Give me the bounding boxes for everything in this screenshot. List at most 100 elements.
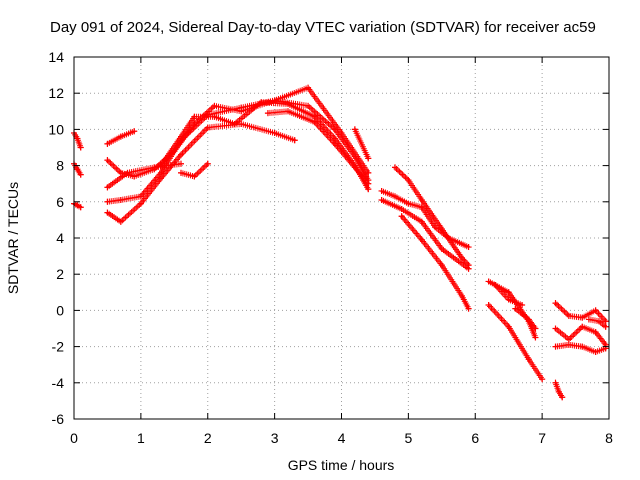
data-point	[305, 102, 312, 109]
series-sat-p	[398, 213, 472, 312]
x-tick-label: 4	[338, 430, 346, 446]
data-point	[438, 245, 445, 252]
data-point	[157, 175, 164, 182]
data-point	[398, 213, 405, 220]
data-point	[505, 296, 512, 303]
data-point	[555, 388, 562, 395]
data-point	[137, 200, 144, 207]
data-point	[438, 262, 445, 269]
data-point	[432, 224, 439, 231]
data-point	[579, 314, 586, 321]
data-point	[191, 173, 198, 180]
data-point	[592, 329, 599, 336]
data-point	[539, 376, 546, 383]
y-tick-label: -6	[52, 411, 65, 427]
x-tick-label: 1	[137, 430, 145, 446]
series-sat-o	[392, 164, 472, 269]
data-point	[602, 323, 609, 330]
data-point	[258, 99, 265, 106]
series-sat-t	[512, 305, 539, 332]
data-point	[104, 209, 111, 216]
data-point	[74, 202, 81, 209]
y-tick-label: 10	[48, 121, 64, 137]
data-point	[525, 356, 532, 363]
data-point	[285, 108, 291, 115]
data-point	[77, 144, 84, 151]
data-point	[178, 133, 184, 140]
data-point	[418, 196, 425, 203]
data-point	[565, 312, 572, 319]
data-point	[271, 97, 278, 104]
series-sat-y	[585, 316, 609, 330]
data-point	[579, 343, 586, 350]
data-point	[271, 130, 278, 137]
series-sat-s	[485, 301, 546, 383]
series-sat-h	[104, 120, 298, 225]
data-point	[131, 173, 138, 180]
data-point	[311, 113, 318, 120]
data-point	[519, 301, 526, 308]
data-point	[291, 137, 298, 144]
data-point	[485, 278, 492, 285]
data-point	[602, 318, 609, 325]
series-sat-d	[104, 128, 138, 147]
series-sat-u	[552, 379, 566, 401]
x-tick-label: 7	[538, 430, 546, 446]
data-point	[552, 325, 559, 332]
data-point	[378, 187, 385, 194]
data-point	[565, 336, 572, 343]
y-tick-label: 6	[56, 194, 64, 210]
series-sat-i	[157, 99, 372, 193]
series-sat-a	[71, 130, 84, 151]
data-point	[585, 316, 592, 323]
data-point	[458, 254, 465, 261]
data-point	[191, 113, 198, 120]
data-point	[77, 171, 84, 178]
data-point	[532, 325, 539, 332]
series-sat-x	[552, 341, 609, 356]
x-tick-label: 3	[271, 430, 279, 446]
data-point	[392, 164, 398, 171]
x-tick-label: 2	[204, 430, 212, 446]
data-point	[485, 301, 492, 308]
data-point	[458, 292, 465, 299]
data-point	[405, 177, 412, 184]
x-tick-label: 6	[471, 430, 479, 446]
series-sat-r	[492, 282, 526, 308]
data-point	[579, 323, 586, 330]
data-point	[137, 193, 144, 200]
data-point	[104, 157, 111, 164]
data-point	[392, 193, 398, 200]
data-point	[505, 289, 512, 296]
data-point	[351, 164, 358, 171]
data-point	[365, 169, 372, 176]
data-point	[211, 102, 218, 109]
data-point	[285, 101, 291, 108]
data-point	[418, 236, 425, 243]
data-point	[157, 162, 164, 169]
x-axis-label: GPS time / hours	[288, 457, 395, 473]
data-point	[492, 282, 499, 289]
data-point	[264, 110, 271, 117]
data-point	[552, 300, 559, 307]
data-point	[104, 198, 111, 205]
x-tick-label: 5	[404, 430, 412, 446]
data-point	[305, 84, 312, 91]
data-point	[512, 305, 519, 312]
data-point	[331, 140, 338, 147]
data-point	[104, 184, 111, 191]
data-point	[117, 196, 124, 203]
data-point	[131, 128, 138, 135]
x-tick-label: 8	[605, 430, 613, 446]
data-point	[238, 120, 245, 127]
series-sat-l	[351, 126, 372, 162]
data-point	[365, 186, 372, 193]
data-point	[117, 169, 124, 176]
y-tick-label: 14	[48, 49, 64, 65]
data-point	[365, 155, 372, 162]
data-point	[465, 305, 472, 312]
series-sat-j	[178, 160, 211, 180]
series-sat-w	[552, 323, 609, 348]
data-point	[365, 180, 372, 187]
